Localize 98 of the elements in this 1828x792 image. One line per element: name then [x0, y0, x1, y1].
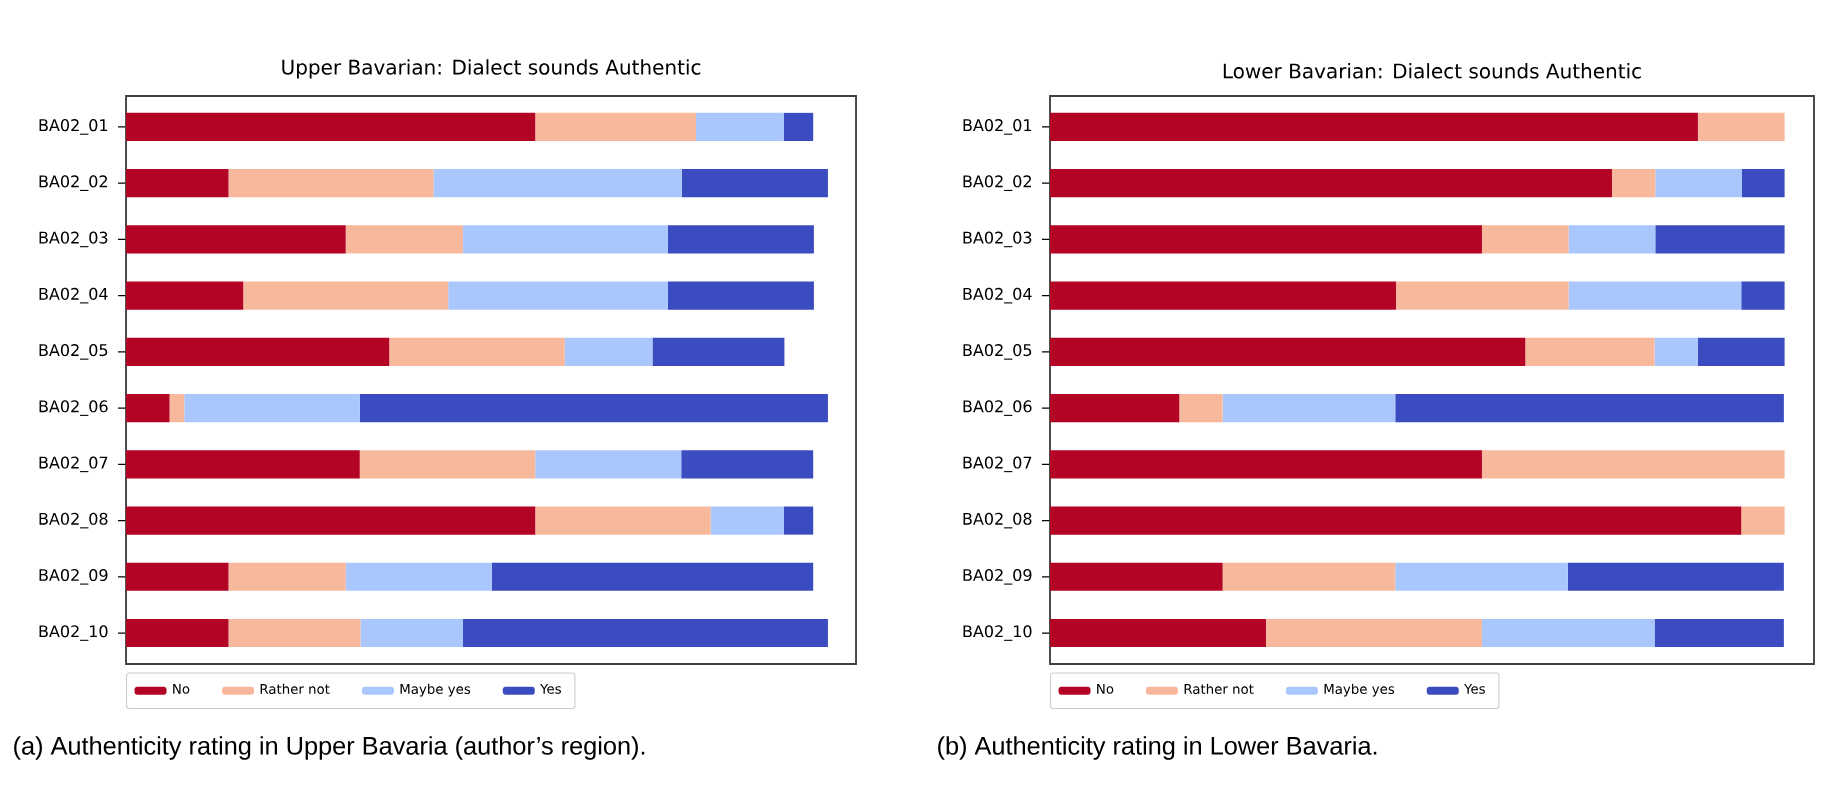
bar	[1697, 337, 1785, 366]
bar	[1050, 281, 1396, 310]
bar	[652, 337, 785, 366]
y-tick-label: BA02_08	[963, 512, 1032, 529]
bar	[667, 225, 814, 254]
bar	[710, 506, 784, 535]
bar	[1396, 281, 1569, 310]
bar	[1050, 394, 1180, 423]
bar	[1654, 619, 1784, 648]
bar	[345, 562, 492, 591]
bar	[564, 337, 653, 366]
y-tick-label: BA02_06	[39, 400, 108, 416]
text: (b) Authenticity rating in Lower Bavaria.	[938, 736, 1377, 760]
bar	[462, 619, 828, 648]
y-tick-label: BA02_10	[39, 625, 108, 641]
bar	[433, 169, 682, 198]
bar	[359, 450, 536, 479]
bar	[1655, 225, 1785, 254]
y-tick-label: BA02_02	[39, 175, 107, 191]
y-tick-label: BA02_05	[963, 344, 1032, 360]
bar	[1481, 619, 1655, 648]
bar	[1481, 225, 1569, 254]
bar	[1265, 619, 1482, 648]
bar	[535, 450, 682, 479]
bar	[360, 619, 463, 648]
bar	[1050, 506, 1742, 535]
bar	[535, 112, 696, 141]
y-tick-label: BA02_04	[963, 287, 1032, 304]
bar	[1741, 281, 1785, 310]
bar	[126, 619, 229, 648]
chart-title: Upper Bavarian: Dialect sounds Authentic	[282, 59, 701, 79]
bar	[126, 394, 170, 423]
y-tick-label: BA02_01	[963, 119, 1032, 135]
bar	[243, 281, 449, 310]
bar	[389, 337, 565, 366]
bar	[1222, 394, 1396, 423]
y-tick-label: BA02_03	[39, 231, 108, 248]
bar	[126, 337, 390, 366]
bar	[126, 450, 360, 479]
bar	[1050, 562, 1223, 591]
bar	[169, 394, 185, 423]
bar	[1050, 112, 1698, 141]
bar	[1050, 619, 1266, 648]
bar	[1481, 450, 1785, 479]
bar	[1050, 450, 1482, 479]
bar	[1568, 225, 1656, 254]
bar	[448, 281, 668, 310]
bar	[126, 169, 229, 198]
y-tick-label: BA02_02	[963, 175, 1031, 191]
bar	[1568, 281, 1742, 310]
y-tick-label: BA02_09	[39, 568, 108, 585]
y-tick-label: BA02_05	[39, 344, 108, 360]
y-tick-label: BA02_10	[963, 625, 1032, 641]
bar	[184, 394, 360, 423]
bar	[1697, 112, 1785, 141]
bar	[1655, 169, 1742, 198]
bar	[667, 281, 814, 310]
y-tick-label: BA02_07	[39, 456, 108, 473]
bar	[491, 562, 814, 591]
bar	[1567, 562, 1784, 591]
bar	[1742, 169, 1785, 198]
bar	[462, 225, 668, 254]
bar	[228, 169, 434, 198]
bar	[228, 562, 346, 591]
bar	[681, 169, 828, 198]
bar	[126, 506, 536, 535]
bar	[1222, 562, 1396, 591]
text: (a) Authenticity rating in Upper Bavaria (author’s region).	[14, 736, 645, 760]
y-tick-label: BA02_07	[963, 456, 1032, 473]
bar	[345, 225, 463, 254]
y-tick-label: BA02_03	[963, 231, 1032, 248]
bar	[228, 619, 361, 648]
bar	[1395, 394, 1784, 423]
bar	[1050, 169, 1612, 198]
bar	[126, 225, 346, 254]
bar	[783, 506, 814, 535]
bar	[126, 281, 244, 310]
bar	[1525, 337, 1655, 366]
bar	[126, 562, 229, 591]
bar	[1050, 225, 1482, 254]
bar	[1611, 169, 1656, 198]
bar	[1741, 506, 1785, 535]
bar	[1050, 337, 1526, 366]
bar	[535, 506, 711, 535]
bar	[1395, 562, 1568, 591]
bar	[681, 450, 814, 479]
bar	[695, 112, 784, 141]
chart-title: Lower Bavarian: Dialect sounds Authentic	[1223, 63, 1641, 79]
bar	[1179, 394, 1223, 423]
bar	[1654, 337, 1698, 366]
y-tick-label: BA02_04	[39, 287, 108, 304]
bar	[126, 112, 536, 141]
bar	[359, 394, 828, 423]
y-tick-label: BA02_06	[963, 400, 1032, 416]
y-tick-label: BA02_09	[963, 568, 1032, 585]
y-tick-label: BA02_08	[39, 512, 108, 529]
bar	[783, 112, 814, 141]
y-tick-label: BA02_01	[39, 119, 108, 135]
